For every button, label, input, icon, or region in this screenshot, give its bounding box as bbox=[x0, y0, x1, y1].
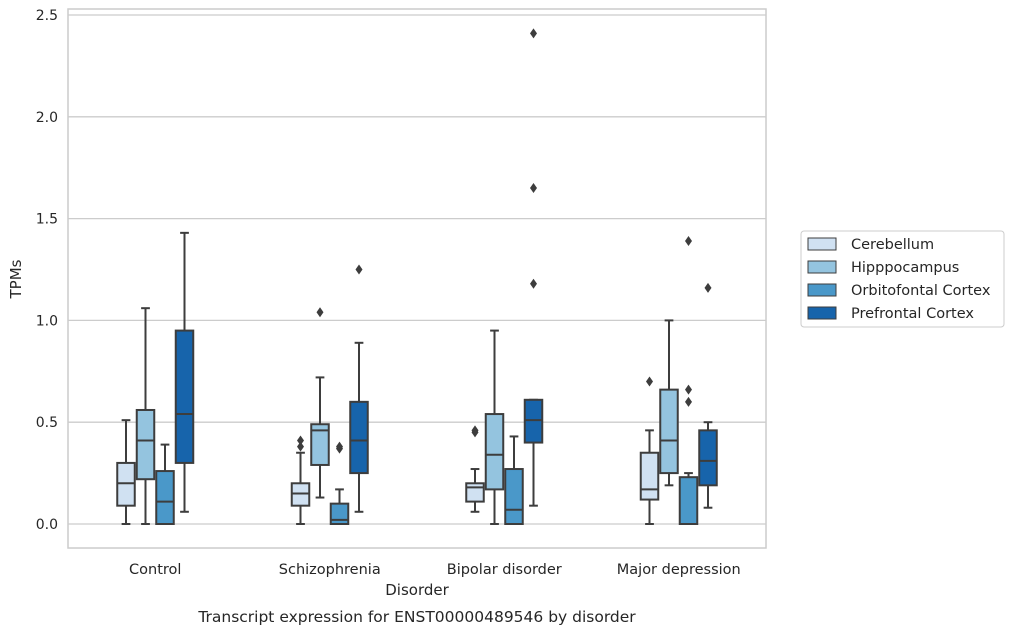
box-body bbox=[310, 423, 330, 466]
legend-label: Orbitofontal Cortex bbox=[851, 283, 991, 299]
outlier-point bbox=[355, 264, 363, 275]
legend-label: Hipppocampus bbox=[851, 260, 959, 276]
box-group bbox=[135, 307, 156, 525]
y-axis-label: TPMs bbox=[7, 259, 25, 299]
box-group bbox=[678, 235, 699, 525]
box-group bbox=[504, 435, 524, 526]
x-axis-label: Disorder bbox=[385, 581, 449, 599]
box-body bbox=[349, 400, 369, 475]
box-body bbox=[290, 482, 311, 507]
box-group bbox=[659, 319, 679, 487]
box-body bbox=[698, 429, 718, 487]
box-group bbox=[349, 264, 369, 513]
y-tick-label: 0.5 bbox=[36, 415, 58, 431]
box-body bbox=[504, 468, 524, 526]
box-body bbox=[484, 413, 505, 491]
box-group bbox=[465, 425, 485, 513]
plot-area-frame bbox=[67, 8, 767, 549]
x-tick-label: Control bbox=[129, 562, 181, 578]
outlier-point bbox=[530, 278, 537, 289]
outlier-point bbox=[685, 235, 692, 246]
x-tick-label: Bipolar disorder bbox=[447, 562, 562, 578]
outlier-point bbox=[336, 441, 343, 452]
y-tick-labels: 0.0 0.5 1.0 1.5 2.0 2.5 bbox=[36, 8, 58, 533]
box-group bbox=[329, 441, 350, 526]
legend-label: Prefrontal Cortex bbox=[851, 306, 974, 322]
box-group bbox=[310, 307, 330, 499]
outlier-point bbox=[297, 435, 304, 446]
box-group bbox=[484, 329, 505, 525]
box-body bbox=[135, 408, 156, 481]
box-body bbox=[155, 470, 175, 525]
outlier-point bbox=[685, 396, 692, 407]
x-tick-label: Schizophrenia bbox=[279, 562, 381, 578]
box-group bbox=[174, 231, 195, 513]
box-body bbox=[523, 398, 544, 444]
y-tick-label: 1.0 bbox=[36, 313, 58, 329]
box-group bbox=[698, 282, 718, 509]
legend-swatch bbox=[807, 306, 837, 320]
outlier-point bbox=[530, 28, 537, 39]
legend: Cerebellum Hipppocampus Orbitofontal Corte… bbox=[800, 230, 1005, 328]
box-body bbox=[639, 451, 660, 501]
x-tick-label: Major depression bbox=[617, 562, 741, 578]
outlier-point bbox=[316, 307, 324, 318]
box-group bbox=[116, 419, 136, 525]
box-group bbox=[523, 28, 544, 507]
legend-frame bbox=[800, 230, 1005, 328]
y-tick-label: 2.0 bbox=[36, 110, 58, 126]
x-tick-labels: Control Schizophrenia Bipolar disorder Majo… bbox=[129, 562, 741, 578]
box-body bbox=[174, 329, 195, 464]
outlier-point bbox=[471, 425, 479, 436]
box-body bbox=[678, 476, 699, 525]
legend-swatch bbox=[807, 283, 837, 297]
box-body bbox=[659, 388, 679, 475]
outlier-point bbox=[530, 183, 537, 194]
box-body bbox=[116, 461, 136, 507]
box-group bbox=[639, 376, 660, 525]
outlier-point bbox=[646, 376, 653, 387]
box-group bbox=[290, 435, 311, 525]
legend-swatch bbox=[807, 237, 837, 251]
box-group bbox=[155, 443, 175, 525]
outlier-point bbox=[297, 441, 304, 452]
box-body bbox=[329, 502, 350, 526]
y-tick-label: 1.5 bbox=[36, 212, 58, 228]
legend-swatch bbox=[807, 260, 837, 274]
boxes-layer bbox=[116, 28, 718, 526]
outlier-point bbox=[685, 384, 692, 395]
outlier-point bbox=[704, 282, 712, 293]
box-body bbox=[465, 482, 485, 503]
y-tick-label: 0.0 bbox=[36, 517, 58, 533]
legend-label: Cerebellum bbox=[851, 237, 934, 253]
chart-caption: Transcript expression for ENST0000048954… bbox=[197, 608, 636, 626]
y-tick-label: 2.5 bbox=[36, 8, 58, 24]
